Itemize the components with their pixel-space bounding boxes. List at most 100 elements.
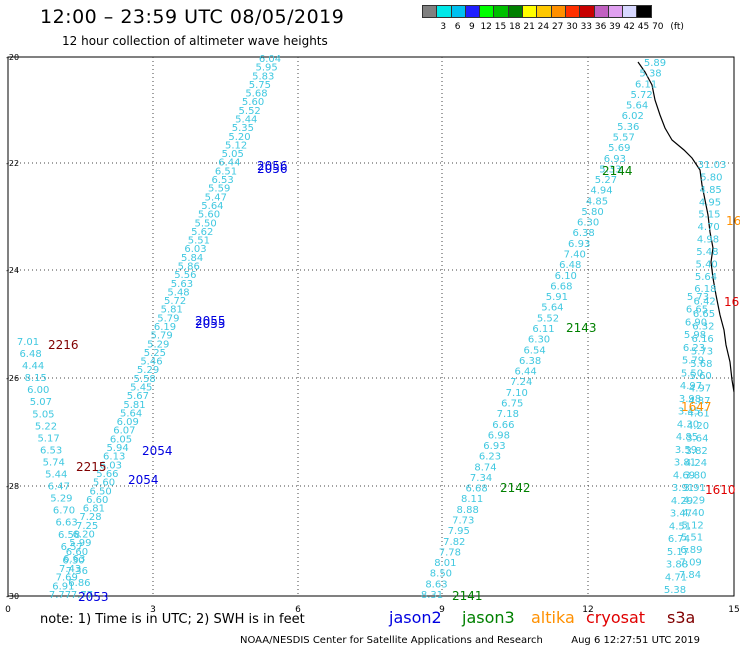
color-scale-labels: 3 6 9 12 15 18 21 24 27 30 33 36 39 42 45 70 (ft) xyxy=(422,22,740,34)
scale-label: 15 xyxy=(494,22,507,32)
wave-height-label: 5.05 xyxy=(222,149,244,160)
wave-height-label: 5.62 xyxy=(191,227,213,238)
footer-note: note: 1) Time is in UTC; 2) SWH is in fe… xyxy=(40,612,305,627)
wave-height-label: 6.70 xyxy=(53,506,75,517)
wave-height-label: 5.05 xyxy=(32,409,54,420)
scale-label: 42 xyxy=(623,22,635,32)
wave-height-label: 5.79 xyxy=(150,331,172,342)
wave-height-label: 6.07 xyxy=(113,426,135,437)
wave-height-label: 5.60 xyxy=(242,97,264,108)
y-tick-label: -28 xyxy=(6,482,19,491)
wave-height-label: 4.29 xyxy=(683,495,705,506)
wave-height-label: 6.68 xyxy=(465,484,487,495)
wave-height-label: 3.80 xyxy=(684,471,706,482)
wave-height-label: 6.03 xyxy=(184,244,206,255)
wave-height-label: 6.03 xyxy=(100,460,122,471)
wave-height-label: 6.38 xyxy=(573,228,595,239)
wave-height-label: 5.52 xyxy=(239,106,261,117)
wave-height-label: 3.98 xyxy=(679,394,701,405)
wave-height-label: 6.09 xyxy=(117,417,139,428)
wave-height-label: 6.20 xyxy=(73,529,95,540)
wave-height-label: 5.98 xyxy=(684,330,706,341)
wave-height-label: 6.54 xyxy=(523,345,545,356)
x-tick-label: 6 xyxy=(295,605,301,615)
wave-height-label: 3.64 xyxy=(686,433,708,444)
wave-height-label: 6.50 xyxy=(90,486,112,497)
wave-height-label: 5.51 xyxy=(681,533,703,544)
credit-text: NOAA/NESDIS Center for Satellite Applica… xyxy=(240,635,543,646)
wave-height-label: 6.86 xyxy=(68,578,90,589)
wave-height-label: 5.99 xyxy=(69,538,91,549)
wave-height-label: 6.23 xyxy=(683,343,705,354)
legend-item-s3a: s3a xyxy=(667,608,696,627)
wave-height-label: 5.64 xyxy=(695,272,717,283)
wave-height-label: 7.36 xyxy=(66,566,88,577)
wave-height-label: 5.29 xyxy=(147,339,169,350)
wave-height-label: 7.95 xyxy=(448,526,470,537)
wave-height-label: 5.29 xyxy=(137,365,159,376)
wave-height-label: 5.50 xyxy=(681,368,703,379)
wave-height-label: 5.46 xyxy=(140,357,162,368)
scale-label: 45 xyxy=(637,22,650,32)
pass-label: 2141 xyxy=(452,589,483,603)
wave-height-label: 6.00 xyxy=(27,385,49,396)
wave-height-label: 6.42 xyxy=(694,297,716,308)
wave-height-label: 4.29 xyxy=(671,496,693,507)
wave-height-label: 5.29 xyxy=(50,494,72,505)
wave-height-label: 5.60 xyxy=(93,478,115,489)
wave-height-label: 6.53 xyxy=(40,445,62,456)
pass-label: 2144 xyxy=(602,164,633,178)
wave-height-label: 4.30 xyxy=(677,419,699,430)
wave-height-label: 6.48 xyxy=(19,349,41,360)
wave-height-label: 5.79 xyxy=(157,313,179,324)
wave-height-label: 6.58 xyxy=(58,530,80,541)
wave-height-label: 5.48 xyxy=(696,247,718,258)
scale-label: 70 xyxy=(652,22,664,32)
wave-height-label: 31.03 xyxy=(698,160,727,171)
wave-height-label: 4.71 xyxy=(665,572,687,583)
wave-height-label: 7.34 xyxy=(470,473,492,484)
wave-height-label: 5.27 xyxy=(595,175,617,186)
wave-height-label: 3.45 xyxy=(678,407,700,418)
scale-label: 6 xyxy=(454,22,461,32)
wave-height-label: 5.75 xyxy=(249,80,271,91)
wave-height-label: 7.10 xyxy=(506,388,528,399)
scale-unit: (ft) xyxy=(670,22,684,32)
wave-height-label: 4.69 xyxy=(673,470,695,481)
wave-height-label: 8.31 xyxy=(421,590,443,601)
wave-height-label: 6.04 xyxy=(259,54,281,65)
wave-height-label: 5.66 xyxy=(96,469,118,480)
wave-height-label: 6.32 xyxy=(692,322,714,333)
wave-height-label: 6.65 xyxy=(693,309,715,320)
wave-height-label: 8.01 xyxy=(434,558,456,569)
color-scale xyxy=(422,5,652,18)
wave-height-label: 5.79 xyxy=(682,356,704,367)
scale-label: 18 xyxy=(509,22,521,32)
wave-height-label: 7.77 xyxy=(71,590,93,601)
legend-item-cryosat: cryosat xyxy=(586,608,646,627)
wave-height-label: 6.98 xyxy=(488,430,510,441)
pass-label: 2054 xyxy=(142,444,173,458)
wave-height-label: 7.25 xyxy=(76,521,98,532)
wave-height-label: 6.30 xyxy=(528,335,550,346)
wave-height-label: 6.30 xyxy=(577,218,599,229)
wave-height-label: 4.85 xyxy=(586,196,608,207)
wave-height-label: 7.43 xyxy=(59,564,81,575)
wave-height-label: 4.87 xyxy=(688,396,710,407)
plot-frame xyxy=(7,56,735,597)
wave-height-label: 7.24 xyxy=(510,377,532,388)
chart-subtitle: 12 hour collection of altimeter wave hei… xyxy=(62,34,328,48)
wave-height-label: 6.05 xyxy=(110,434,132,445)
wave-height-label: 6.30 xyxy=(62,555,84,566)
wave-height-label: 7.28 xyxy=(79,512,101,523)
wave-height-label: 4.97 xyxy=(689,384,711,395)
pass-label: 2216 xyxy=(48,338,79,352)
wave-height-label: 8.88 xyxy=(457,505,479,516)
pass-label: 2142 xyxy=(500,481,531,495)
wave-height-label: 4.51 xyxy=(669,521,691,532)
wave-height-label: 4.98 xyxy=(697,235,719,246)
pass-label: 2055 xyxy=(195,314,226,328)
wave-height-label: 5.81 xyxy=(123,400,145,411)
wave-height-label: 5.38 xyxy=(639,69,661,80)
